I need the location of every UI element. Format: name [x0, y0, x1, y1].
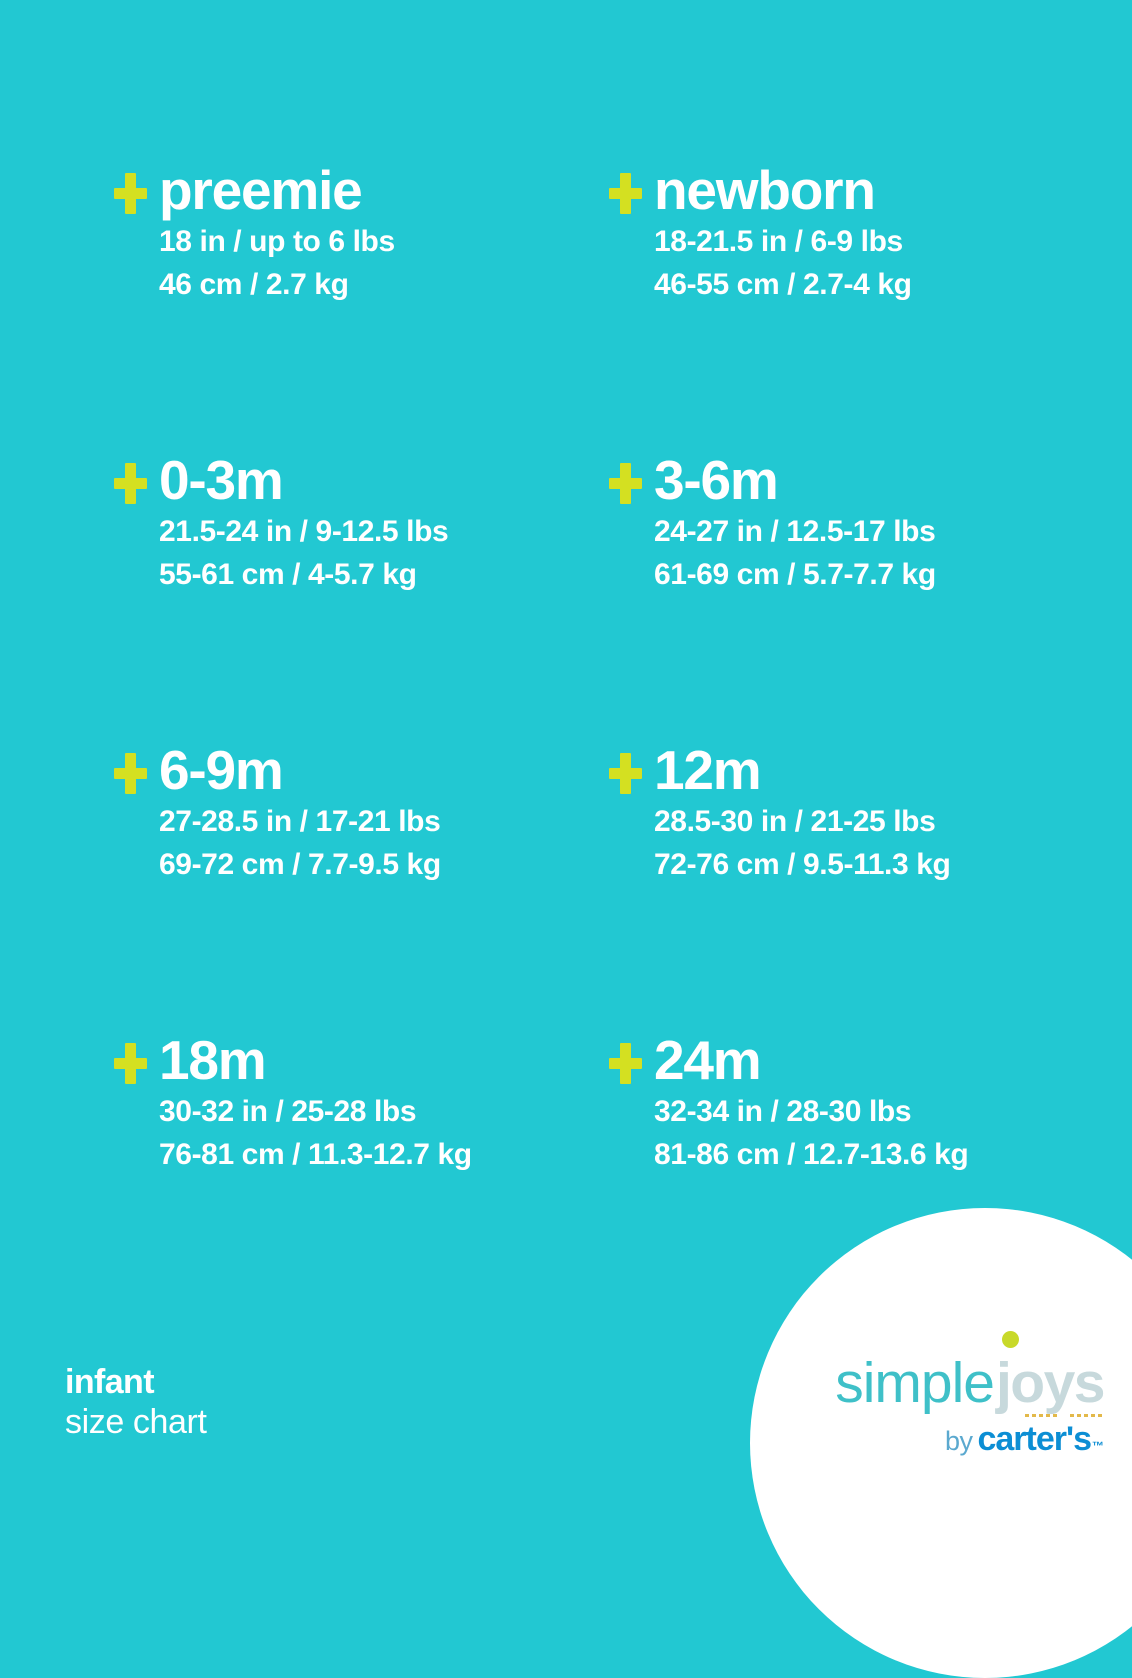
- size-metric: 76-81 cm / 11.3-12.7 kg: [159, 1137, 472, 1171]
- trademark-icon: ™: [1092, 1439, 1104, 1453]
- size-label: preemie: [159, 159, 363, 221]
- size-card-heading: newborn: [608, 163, 1132, 219]
- size-label: 18m: [159, 1029, 267, 1091]
- size-metric: 72-76 cm / 9.5-11.3 kg: [654, 847, 951, 881]
- size-details: 18-21.5 in / 6-9 lbs 46-55 cm / 2.7-4 kg: [654, 221, 1132, 306]
- size-label: newborn: [654, 159, 876, 221]
- size-details: 28.5-30 in / 21-25 lbs 72-76 cm / 9.5-11…: [654, 801, 1132, 886]
- dash-icon: [1032, 1414, 1036, 1417]
- plus-icon: [608, 747, 642, 799]
- size-imperial: 24-27 in / 12.5-17 lbs: [654, 515, 936, 548]
- dash-icon: [1070, 1414, 1074, 1417]
- brand-logo-by: by: [944, 1426, 973, 1456]
- size-label: 24m: [654, 1029, 762, 1091]
- size-card-24m: 24m 32-34 in / 28-30 lbs 81-86 cm / 12.7…: [608, 1033, 1132, 1323]
- size-card-heading: 3-6m: [608, 453, 1132, 509]
- size-card-preemie: preemie 18 in / up to 6 lbs 46 cm / 2.7 …: [113, 163, 608, 453]
- plus-icon: [113, 747, 147, 799]
- size-card-18m: 18m 30-32 in / 25-28 lbs 76-81 cm / 11.3…: [113, 1033, 608, 1323]
- size-label: 0-3m: [159, 449, 284, 511]
- size-label: 12m: [654, 739, 762, 801]
- size-card-newborn: newborn 18-21.5 in / 6-9 lbs 46-55 cm / …: [608, 163, 1132, 453]
- size-card-heading: 12m: [608, 743, 1132, 799]
- size-details: 27-28.5 in / 17-21 lbs 69-72 cm / 7.7-9.…: [159, 801, 608, 886]
- chart-caption: infant size chart: [65, 1362, 207, 1442]
- brand-logo-carters: carter's: [977, 1420, 1092, 1458]
- size-card-heading: 18m: [113, 1033, 608, 1089]
- size-details: 32-34 in / 28-30 lbs 81-86 cm / 12.7-13.…: [654, 1091, 1132, 1176]
- plus-icon: [113, 457, 147, 509]
- size-imperial: 18-21.5 in / 6-9 lbs: [654, 225, 903, 258]
- size-card-heading: 0-3m: [113, 453, 608, 509]
- chart-caption-subtitle: size chart: [65, 1402, 207, 1441]
- dot-icon: [1001, 1331, 1019, 1348]
- plus-icon: [608, 1037, 642, 1089]
- size-label: 6-9m: [159, 739, 284, 801]
- dash-icon: [1098, 1414, 1102, 1417]
- dash-icon: [1091, 1414, 1095, 1417]
- brand-logo: simple joys: [835, 1331, 1106, 1456]
- brand-logo-simple: simple: [835, 1351, 995, 1415]
- dash-icon: [1084, 1414, 1088, 1417]
- size-details: 18 in / up to 6 lbs 46 cm / 2.7 kg: [159, 221, 608, 306]
- size-card-heading: 24m: [608, 1033, 1132, 1089]
- brand-logo-joys-wrapper: joys: [996, 1331, 1106, 1417]
- size-card-3-6m: 3-6m 24-27 in / 12.5-17 lbs 61-69 cm / 5…: [608, 453, 1132, 743]
- dash-icon: [1025, 1414, 1029, 1417]
- size-card-0-3m: 0-3m 21.5-24 in / 9-12.5 lbs 55-61 cm / …: [113, 453, 608, 743]
- dash-icon: [1077, 1414, 1081, 1417]
- dash-icon: [1046, 1414, 1050, 1417]
- dash-icon: [1053, 1414, 1057, 1417]
- size-metric: 46 cm / 2.7 kg: [159, 267, 349, 301]
- size-imperial: 32-34 in / 28-30 lbs: [654, 1095, 912, 1128]
- size-label: 3-6m: [654, 449, 779, 511]
- size-details: 30-32 in / 25-28 lbs 76-81 cm / 11.3-12.…: [159, 1091, 608, 1176]
- size-details: 21.5-24 in / 9-12.5 lbs 55-61 cm / 4-5.7…: [159, 511, 608, 596]
- size-metric: 81-86 cm / 12.7-13.6 kg: [654, 1137, 969, 1171]
- size-metric: 69-72 cm / 7.7-9.5 kg: [159, 847, 441, 881]
- size-metric: 46-55 cm / 2.7-4 kg: [654, 267, 912, 301]
- size-metric: 61-69 cm / 5.7-7.7 kg: [654, 557, 936, 591]
- size-card-6-9m: 6-9m 27-28.5 in / 17-21 lbs 69-72 cm / 7…: [113, 743, 608, 1033]
- plus-icon: [113, 1037, 147, 1089]
- dash-group: [1070, 1414, 1102, 1417]
- size-imperial: 27-28.5 in / 17-21 lbs: [159, 805, 441, 838]
- plus-icon: [608, 167, 642, 219]
- plus-icon: [113, 167, 147, 219]
- dash-icon: [1039, 1414, 1043, 1417]
- size-card-heading: preemie: [113, 163, 608, 219]
- plus-icon: [608, 457, 642, 509]
- brand-logo-byline: by carter's ™: [835, 1422, 1104, 1456]
- size-imperial: 28.5-30 in / 21-25 lbs: [654, 805, 936, 838]
- size-imperial: 30-32 in / 25-28 lbs: [159, 1095, 417, 1128]
- size-imperial: 18 in / up to 6 lbs: [159, 225, 395, 258]
- dashes-decoration-icon: [1025, 1414, 1102, 1417]
- size-metric: 55-61 cm / 4-5.7 kg: [159, 557, 417, 591]
- brand-logo-joys: joys: [995, 1351, 1106, 1415]
- dash-group: [1025, 1414, 1057, 1417]
- chart-caption-title: infant: [65, 1362, 155, 1401]
- size-details: 24-27 in / 12.5-17 lbs 61-69 cm / 5.7-7.…: [654, 511, 1132, 596]
- size-card-heading: 6-9m: [113, 743, 608, 799]
- size-imperial: 21.5-24 in / 9-12.5 lbs: [159, 515, 449, 548]
- size-card-12m: 12m 28.5-30 in / 21-25 lbs 72-76 cm / 9.…: [608, 743, 1132, 1033]
- size-chart-grid: preemie 18 in / up to 6 lbs 46 cm / 2.7 …: [113, 163, 1132, 1171]
- brand-logo-wordmark: simple joys: [835, 1331, 1106, 1417]
